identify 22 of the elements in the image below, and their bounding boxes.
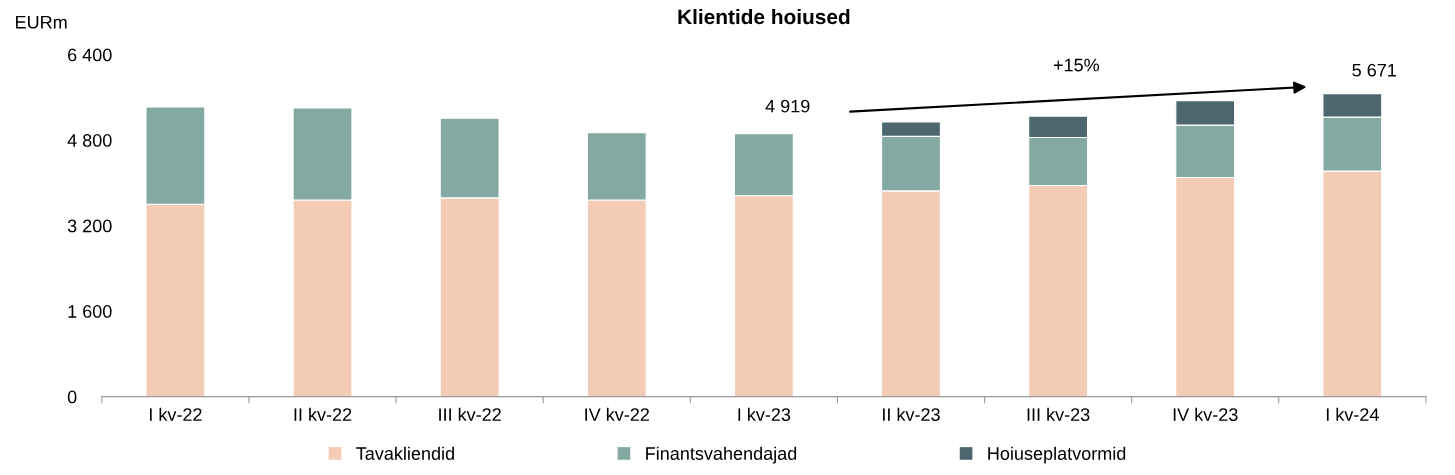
y-tick-label: 1 600 — [68, 305, 112, 318]
x-tick-label: I kv-23 — [738, 407, 791, 421]
x-tick-label: II kv-22 — [294, 407, 352, 421]
chart-title: Klientide hoiused — [678, 8, 850, 25]
y-tick-label: 0 — [67, 390, 77, 404]
annotation: +15% — [1053, 58, 1100, 72]
legend-label: Hoiuseplatvormid — [988, 446, 1126, 464]
y-tick-label: 4 800 — [67, 134, 112, 147]
x-tick-label: III kv-22 — [439, 407, 501, 421]
x-tick-label: I kv-22 — [149, 407, 202, 421]
x-tick-label: II kv-23 — [883, 407, 940, 421]
x-tick-label: I kv-24 — [1326, 407, 1379, 421]
annotation: 4 919 — [765, 99, 810, 113]
y-tick-label: 6 400 — [68, 48, 112, 62]
y-tick-label: 3 200 — [67, 219, 112, 233]
x-tick-label: IV kv-22 — [585, 407, 649, 421]
annotation: 5 671 — [1352, 63, 1396, 77]
x-tick-label: III kv-23 — [1027, 407, 1090, 421]
legend-label: Tavakliendid — [356, 446, 454, 460]
x-tick-label: IV kv-23 — [1173, 407, 1238, 421]
legend-label: Finantsvahendajad — [646, 446, 797, 464]
y-axis-title: EURm — [16, 16, 67, 29]
